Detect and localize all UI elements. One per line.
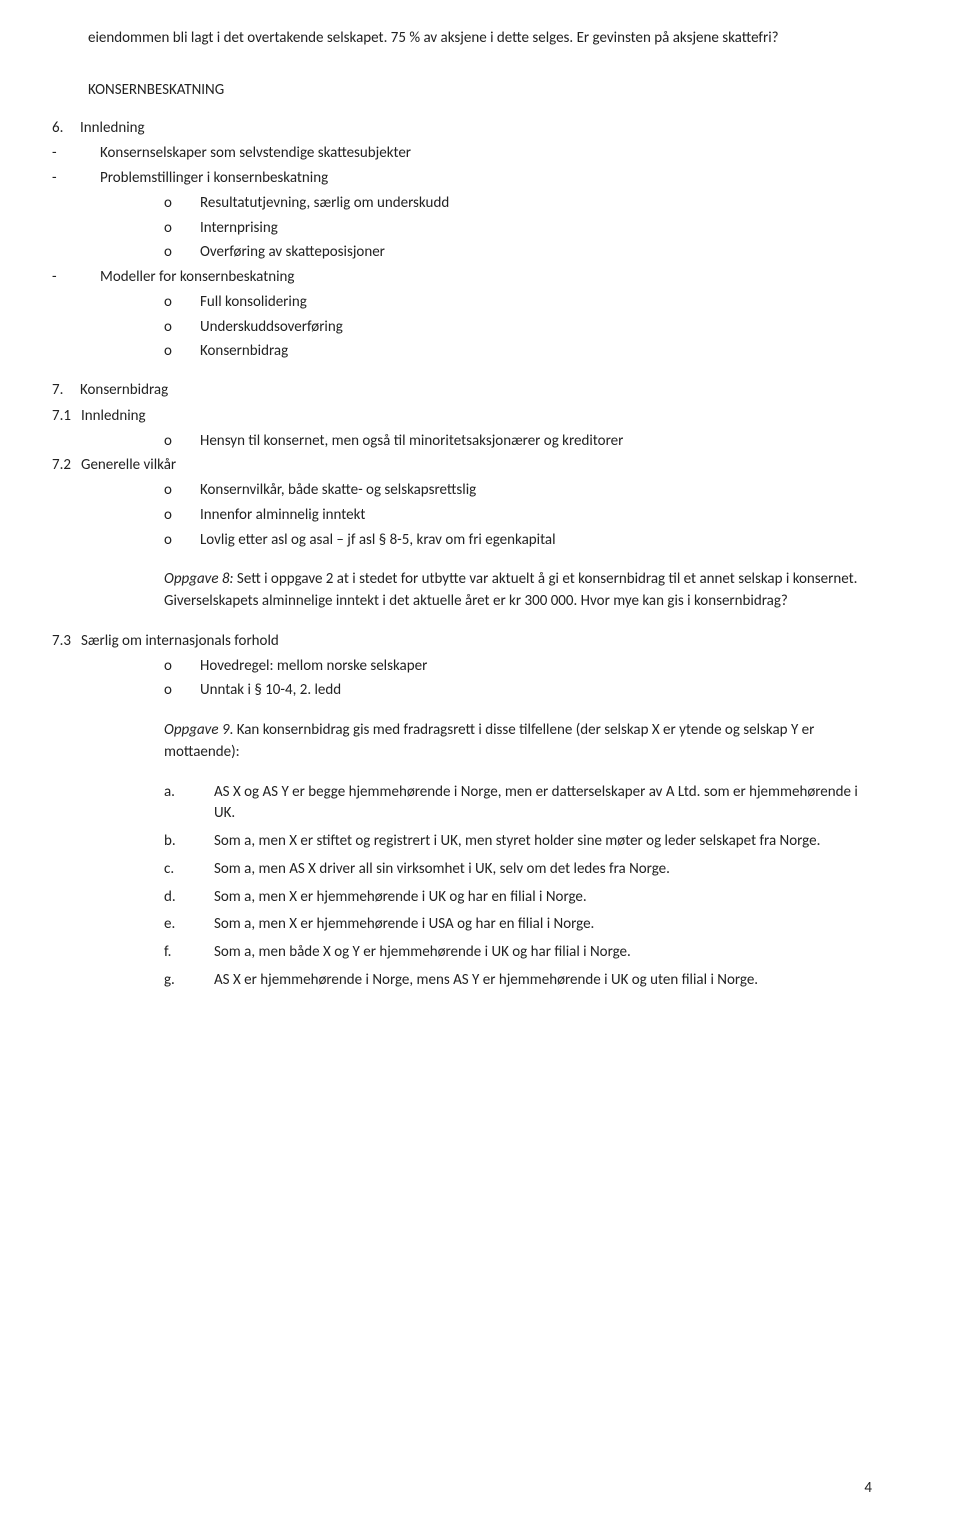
page-number: 4 — [864, 1478, 872, 1500]
circle-icon: o — [164, 680, 180, 702]
sub-list: o Full konsolidering o Underskuddsoverfø… — [88, 292, 872, 363]
circle-icon: o — [164, 431, 180, 453]
letter-item-b: b. Som a, men X er stiftet og registrert… — [164, 831, 872, 853]
sub-bullet-text: Innenfor alminnelig inntekt — [200, 505, 365, 527]
sub-bullet: o Innenfor alminnelig inntekt — [164, 505, 872, 527]
sub-bullet-text: Lovlig etter asl og asal – jf asl § 8-5,… — [200, 530, 556, 552]
oppgave-9-block: Oppgave 9. Kan konsernbidrag gis med fra… — [164, 720, 872, 764]
document-page: eiendommen bli lagt i det overtakende se… — [0, 0, 960, 1524]
subsection-7-1: 7.1 Innledning — [52, 406, 872, 428]
circle-icon: o — [164, 317, 180, 339]
sub-bullet: o Resultatutjevning, særlig om underskud… — [164, 193, 872, 215]
letter-list: a. AS X og AS Y er begge hjemmehørende i… — [164, 782, 872, 992]
item-number: 7. — [52, 380, 70, 402]
list-item-6: 6. Innledning — [52, 118, 872, 140]
letter-item-a: a. AS X og AS Y er begge hjemmehørende i… — [164, 782, 872, 826]
letter-label: a. — [164, 782, 178, 826]
letter-text: Som a, men både X og Y er hjemmehørende … — [214, 942, 872, 964]
sub-bullet: o Hovedregel: mellom norske selskaper — [164, 656, 872, 678]
bullet-item: - Modeller for konsernbeskatning — [52, 267, 872, 289]
subsection-title: Innledning — [81, 406, 146, 428]
dash-icon: - — [52, 267, 88, 289]
letter-item-f: f. Som a, men både X og Y er hjemmehøren… — [164, 942, 872, 964]
letter-label: d. — [164, 887, 178, 909]
circle-icon: o — [164, 480, 180, 502]
letter-label: c. — [164, 859, 178, 881]
sub-bullet-text: Konsernvilkår, både skatte- og selskapsr… — [200, 480, 476, 502]
circle-icon: o — [164, 242, 180, 264]
sub-bullet: o Full konsolidering — [164, 292, 872, 314]
letter-item-d: d. Som a, men X er hjemmehørende i UK og… — [164, 887, 872, 909]
sub-bullet: o Konsernvilkår, både skatte- og selskap… — [164, 480, 872, 502]
subsection-7-3: 7.3 Særlig om internasjonals forhold — [52, 631, 872, 653]
letter-text: AS X og AS Y er begge hjemmehørende i No… — [214, 782, 872, 826]
sub-list: o Hensyn til konsernet, men også til min… — [88, 431, 872, 453]
circle-icon: o — [164, 193, 180, 215]
bullet-text: Konsernselskaper som selvstendige skatte… — [100, 143, 872, 165]
oppgave-8-block: Oppgave 8: Sett i oppgave 2 at i stedet … — [164, 569, 872, 613]
letter-label: b. — [164, 831, 178, 853]
subsection-number: 7.3 — [52, 631, 71, 653]
section-heading: KONSERNBESKATNING — [88, 80, 872, 102]
circle-icon: o — [164, 341, 180, 363]
sub-list: o Hovedregel: mellom norske selskaper o … — [88, 656, 872, 703]
sub-bullet: o Unntak i § 10-4, 2. ledd — [164, 680, 872, 702]
letter-item-e: e. Som a, men X er hjemmehørende i USA o… — [164, 914, 872, 936]
sub-bullet: o Lovlig etter asl og asal – jf asl § 8-… — [164, 530, 872, 552]
dash-icon: - — [52, 143, 88, 165]
sub-bullet-text: Resultatutjevning, særlig om underskudd — [200, 193, 449, 215]
circle-icon: o — [164, 292, 180, 314]
sub-bullet-text: Underskuddsoverføring — [200, 317, 343, 339]
letter-text: Som a, men X er hjemmehørende i UK og ha… — [214, 887, 872, 909]
subsection-number: 7.1 — [52, 406, 71, 428]
bullet-text: Modeller for konsernbeskatning — [100, 267, 872, 289]
subsection-number: 7.2 — [52, 455, 71, 477]
sub-bullet: o Overføring av skatteposisjoner — [164, 242, 872, 264]
bullet-item: - Konsernselskaper som selvstendige skat… — [52, 143, 872, 165]
sub-bullet-text: Konsernbidrag — [200, 341, 288, 363]
dash-icon: - — [52, 168, 88, 190]
letter-label: f. — [164, 942, 178, 964]
circle-icon: o — [164, 505, 180, 527]
item-title: Konsernbidrag — [80, 380, 168, 402]
circle-icon: o — [164, 530, 180, 552]
sub-bullet-text: Overføring av skatteposisjoner — [200, 242, 385, 264]
bullet-text: Problemstillinger i konsernbeskatning — [100, 168, 872, 190]
letter-label: e. — [164, 914, 178, 936]
item-title: Innledning — [80, 118, 145, 140]
sub-bullet-text: Full konsolidering — [200, 292, 307, 314]
sub-bullet-text: Hensyn til konsernet, men også til minor… — [200, 431, 623, 453]
sub-bullet-text: Internprising — [200, 218, 278, 240]
oppgave-label: Oppgave 9 — [164, 721, 230, 739]
letter-text: Som a, men AS X driver all sin virksomhe… — [214, 859, 872, 881]
subsection-7-2: 7.2 Generelle vilkår — [52, 455, 872, 477]
circle-icon: o — [164, 218, 180, 240]
subsection-title: Generelle vilkår — [81, 455, 176, 477]
subsection-title: Særlig om internasjonals forhold — [81, 631, 279, 653]
sub-bullet-text: Unntak i § 10-4, 2. ledd — [200, 680, 341, 702]
intro-paragraph: eiendommen bli lagt i det overtakende se… — [88, 28, 872, 50]
sub-bullet-text: Hovedregel: mellom norske selskaper — [200, 656, 427, 678]
list-item-7: 7. Konsernbidrag — [52, 380, 872, 402]
letter-item-g: g. AS X er hjemmehørende i Norge, mens A… — [164, 970, 872, 992]
oppgave-text: . Kan konsernbidrag gis med fradragsrett… — [164, 721, 814, 761]
circle-icon: o — [164, 656, 180, 678]
letter-text: AS X er hjemmehørende i Norge, mens AS Y… — [214, 970, 872, 992]
sub-list: o Konsernvilkår, både skatte- og selskap… — [88, 480, 872, 551]
letter-label: g. — [164, 970, 178, 992]
oppgave-text: Sett i oppgave 2 at i stedet for utbytte… — [164, 570, 857, 610]
sub-bullet: o Underskuddsoverføring — [164, 317, 872, 339]
letter-text: Som a, men X er hjemmehørende i USA og h… — [214, 914, 872, 936]
bullet-item: - Problemstillinger i konsernbeskatning — [52, 168, 872, 190]
item-number: 6. — [52, 118, 70, 140]
letter-text: Som a, men X er stiftet og registrert i … — [214, 831, 872, 853]
sub-list: o Resultatutjevning, særlig om underskud… — [88, 193, 872, 264]
sub-bullet: o Hensyn til konsernet, men også til min… — [164, 431, 872, 453]
sub-bullet: o Konsernbidrag — [164, 341, 872, 363]
letter-item-c: c. Som a, men AS X driver all sin virkso… — [164, 859, 872, 881]
sub-bullet: o Internprising — [164, 218, 872, 240]
oppgave-label: Oppgave 8: — [164, 570, 234, 588]
